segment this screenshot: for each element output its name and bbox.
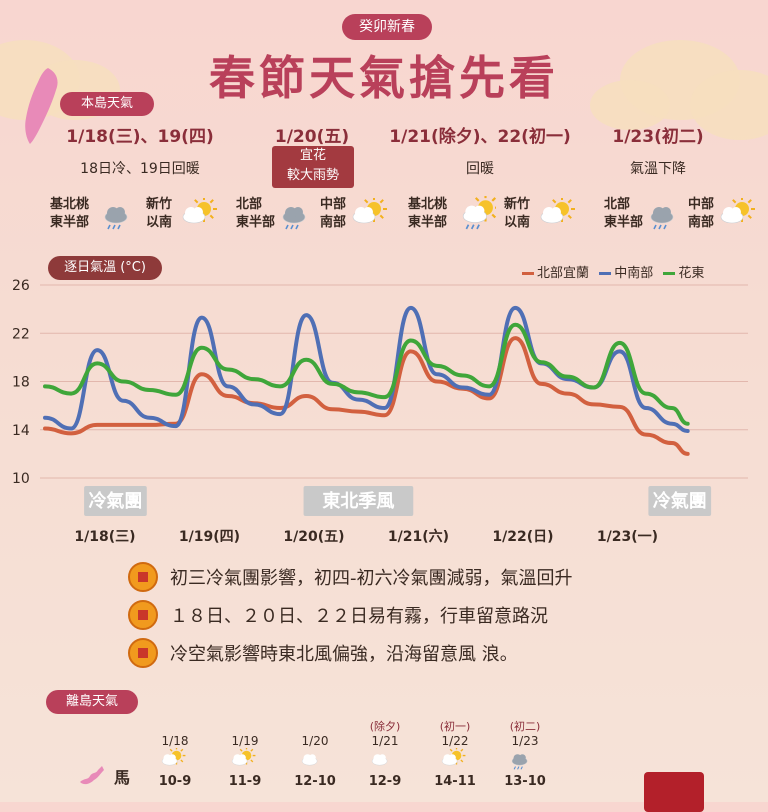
band-label: 冷氣團 — [653, 490, 707, 512]
region-label: 新竹 以南 — [504, 197, 531, 230]
forecast-date: 1/20(五) — [274, 127, 350, 147]
y-tick-label: 22 — [12, 326, 30, 342]
island-day: 1/19 11-9 — [228, 734, 262, 789]
forecast-desc: 氣溫下降 — [630, 161, 686, 177]
series-line — [43, 322, 690, 426]
outer-islands-row: 1/18 10-9 1/19 11-9 1/20 12-10 (除夕) 1/21… — [140, 718, 560, 802]
island-day: (初一) 1/22 14-11 — [434, 720, 476, 789]
weather-system-band — [84, 486, 147, 516]
region-label: 新竹 以南 — [146, 197, 173, 230]
note-text: 初三冷氣團影響，初四-初六冷氣團減弱，氣溫回升 — [170, 568, 573, 589]
orange-icon — [128, 638, 158, 668]
note-item: 初三冷氣團影響，初四-初六冷氣團減弱，氣溫回升 — [128, 560, 748, 594]
cloud-rain-icon — [650, 207, 674, 230]
weather-system-band — [303, 486, 414, 516]
region-label: 基北桃 東半部 — [408, 197, 448, 230]
sun-cloud-icon — [540, 198, 575, 224]
forecast-desc: 回暖 — [466, 161, 494, 177]
y-tick-label: 18 — [12, 375, 30, 391]
island-name: 馬 — [114, 768, 131, 787]
outer-islands-label: 離島天氣 — [46, 690, 138, 714]
orange-icon — [128, 600, 158, 630]
y-tick-label: 26 — [12, 278, 30, 294]
taiwan-map-icon — [25, 68, 58, 144]
page-title: 春節天氣搶先看 — [209, 51, 559, 105]
sun-cloud-icon — [352, 198, 387, 224]
orange-icon — [128, 562, 158, 592]
island-day: 1/20 12-10 — [294, 734, 336, 789]
temperature-line-chart: 10 14 18 22 26 冷氣團 東北季風 冷氣團 1/18(三) 1/19(四) 1/20(五… — [12, 278, 748, 545]
island-day: 1/18 10-9 — [158, 734, 192, 789]
note-text: １８日、２０日、２２日易有霧，行車留意路況 — [170, 606, 548, 627]
legend-item: 北部宜蘭 — [522, 266, 589, 281]
x-tick-label: 1/22(日) — [492, 529, 553, 545]
forecast-date: 1/23(初二) — [612, 127, 704, 147]
sun-cloud-icon — [231, 746, 256, 766]
x-tick-label: 1/20(五) — [283, 529, 344, 545]
y-tick-label: 10 — [12, 471, 30, 487]
cloud-icon — [301, 754, 318, 766]
forecast-desc: 18日冷、19日回暖 — [80, 161, 200, 177]
forecast-date: 1/21(除夕)、22(初一) — [389, 127, 571, 147]
sun-cloud-icon — [182, 198, 217, 224]
region-label: 北部 東半部 — [604, 197, 644, 230]
decor-cloud — [590, 80, 670, 130]
region-label: 北部 東半部 — [236, 197, 276, 230]
band-label: 東北季風 — [322, 490, 394, 512]
subtitle-pill: 癸卯新春 — [342, 14, 432, 40]
weather-system-band — [648, 486, 712, 516]
chart-legend: 北部宜蘭 中南部 花東 — [522, 262, 762, 281]
sun-cloud-icon — [720, 198, 755, 224]
forecast-date: 1/18(三)、19(四) — [66, 127, 214, 147]
region-label: 基北桃 東半部 — [50, 197, 90, 230]
island-day: (除夕) 1/21 12-9 — [368, 720, 402, 789]
series-line — [43, 336, 690, 456]
forecast-regions: 北部 東半部 中部 南部 — [604, 196, 764, 236]
note-text: 冷空氣影響時東北風偏強，沿海留意風 浪。 — [170, 644, 518, 665]
sun-cloud-icon — [161, 746, 186, 766]
matsu-map-icon — [80, 766, 104, 785]
forecast-regions: 北部 東半部 中部 南部 — [236, 196, 406, 236]
cloud-rain-icon — [282, 207, 306, 230]
alert-line: 宜花 — [299, 148, 326, 163]
sun-cloud-icon — [441, 746, 466, 766]
region-label: 中部 南部 — [320, 197, 347, 230]
band-label: 冷氣團 — [88, 490, 142, 512]
island-weather-label: 本島天氣 — [60, 92, 154, 116]
x-tick-label: 1/19(四) — [179, 529, 240, 545]
red-envelope-decor — [644, 772, 704, 812]
notes-list: 初三冷氣團影響，初四-初六冷氣團減弱，氣溫回升 １８日、２０日、２２日易有霧，行… — [128, 560, 748, 670]
chart-title: 逐日氣溫 (°C) — [48, 256, 162, 280]
y-tick-label: 14 — [12, 423, 30, 439]
x-tick-label: 1/21(六) — [388, 528, 449, 545]
x-tick-label: 1/18(三) — [74, 529, 135, 545]
note-item: １８日、２０日、２２日易有霧，行車留意路況 — [128, 598, 748, 632]
sun-cloud-rain-icon — [462, 196, 496, 230]
alert-line: 較大雨勢 — [286, 168, 339, 183]
rain-alert-box: 宜花 較大雨勢 — [272, 146, 354, 188]
forecast-regions: 基北桃 東半部 新竹 以南 — [50, 196, 220, 236]
legend-item: 中南部 — [599, 266, 653, 281]
cloud-icon — [371, 754, 388, 766]
island-day: (初二) 1/23 13-10 — [504, 720, 546, 789]
note-item: 冷空氣影響時東北風偏強，沿海留意風 浪。 — [128, 636, 748, 670]
cloud-rain-icon — [104, 207, 128, 230]
legend-item: 花東 — [663, 266, 704, 281]
forecast-regions: 基北桃 東半部 新竹 以南 — [408, 196, 578, 236]
decor-cloud — [690, 70, 768, 140]
x-tick-label: 1/23(一) — [597, 529, 658, 545]
cloud-rain-icon — [511, 754, 528, 770]
region-label: 中部 南部 — [688, 197, 715, 230]
